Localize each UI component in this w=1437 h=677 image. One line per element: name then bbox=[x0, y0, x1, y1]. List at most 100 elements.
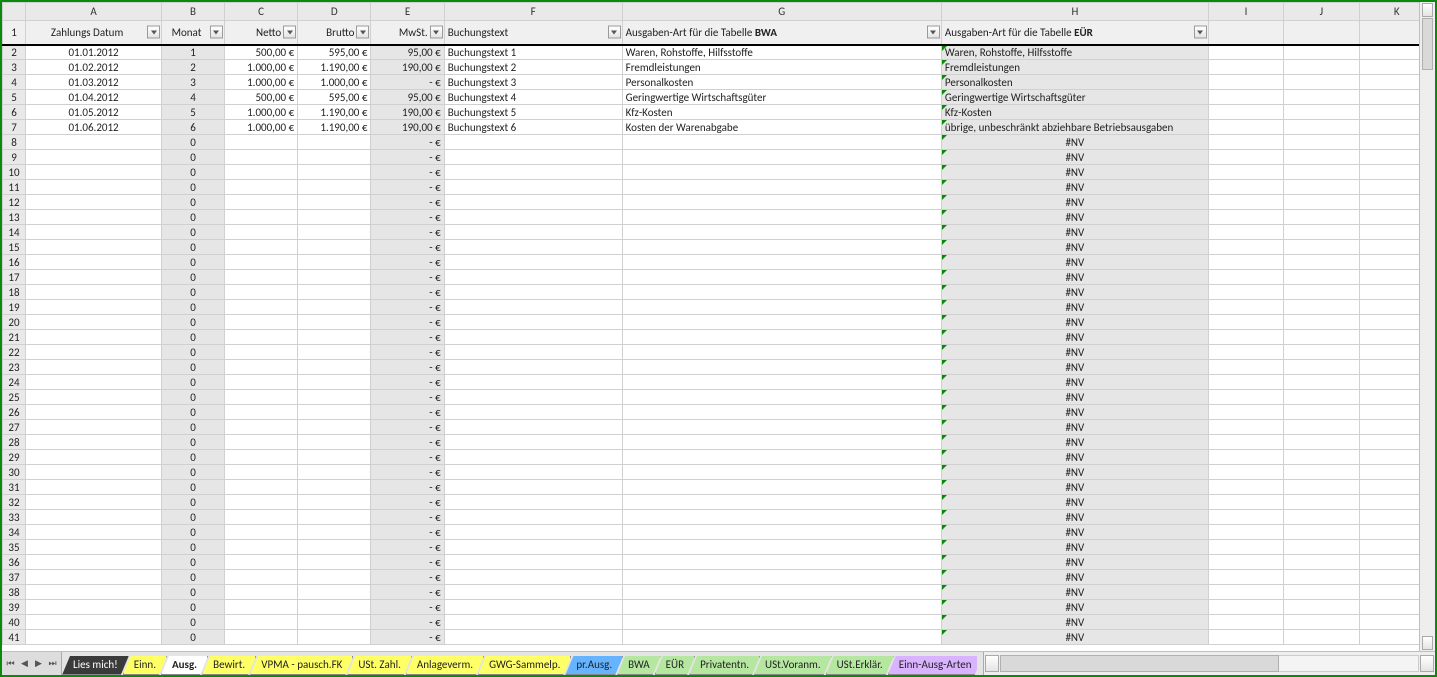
cell-E40[interactable]: - € bbox=[371, 615, 444, 630]
cell-E22[interactable]: - € bbox=[371, 345, 444, 360]
sheet-tab[interactable]: pr.Ausg. bbox=[565, 656, 623, 675]
cell-F13[interactable] bbox=[444, 210, 622, 225]
sheet-tab[interactable]: Einn-Ausg-Arten bbox=[888, 656, 977, 675]
tab-prev-icon[interactable]: ◀ bbox=[18, 657, 31, 670]
cell-A34[interactable] bbox=[26, 525, 162, 540]
cell-H9[interactable]: #NV bbox=[941, 150, 1208, 165]
row-header[interactable]: 38 bbox=[3, 585, 26, 600]
cell-C38[interactable] bbox=[224, 585, 297, 600]
cell-J35[interactable] bbox=[1284, 540, 1359, 555]
cell-D34[interactable] bbox=[298, 525, 371, 540]
cell-D15[interactable] bbox=[298, 240, 371, 255]
filter-button-C[interactable] bbox=[283, 26, 296, 39]
row-header[interactable]: 6 bbox=[3, 105, 26, 120]
cell-H18[interactable]: #NV bbox=[941, 285, 1208, 300]
sheet-tab[interactable]: USt. Zahl. bbox=[347, 656, 412, 675]
cell-C41[interactable] bbox=[224, 630, 297, 645]
filter-button-H[interactable] bbox=[1194, 26, 1207, 39]
cell-E39[interactable]: - € bbox=[371, 600, 444, 615]
cell-I22[interactable] bbox=[1208, 345, 1283, 360]
cell-E38[interactable]: - € bbox=[371, 585, 444, 600]
row-header[interactable]: 32 bbox=[3, 495, 26, 510]
cell-A41[interactable] bbox=[26, 630, 162, 645]
cell-G40[interactable] bbox=[622, 615, 941, 630]
cell-B18[interactable]: 0 bbox=[162, 285, 225, 300]
cell-B16[interactable]: 0 bbox=[162, 255, 225, 270]
cell-F27[interactable] bbox=[444, 420, 622, 435]
row-header[interactable]: 35 bbox=[3, 540, 26, 555]
row-header[interactable]: 33 bbox=[3, 510, 26, 525]
cell-F22[interactable] bbox=[444, 345, 622, 360]
cell-G12[interactable] bbox=[622, 195, 941, 210]
cell-I13[interactable] bbox=[1208, 210, 1283, 225]
col-header-J[interactable]: J bbox=[1284, 3, 1359, 21]
cell-J23[interactable] bbox=[1284, 360, 1359, 375]
cell-J8[interactable] bbox=[1284, 135, 1359, 150]
cell-G33[interactable] bbox=[622, 510, 941, 525]
cell-H25[interactable]: #NV bbox=[941, 390, 1208, 405]
cell-J17[interactable] bbox=[1284, 270, 1359, 285]
cell-C34[interactable] bbox=[224, 525, 297, 540]
cell-G30[interactable] bbox=[622, 465, 941, 480]
cell-C27[interactable] bbox=[224, 420, 297, 435]
cell-I30[interactable] bbox=[1208, 465, 1283, 480]
cell-A15[interactable] bbox=[26, 240, 162, 255]
sheet-tab[interactable]: BWA bbox=[617, 656, 661, 675]
cell-C33[interactable] bbox=[224, 510, 297, 525]
cell-E31[interactable]: - € bbox=[371, 480, 444, 495]
header-cell-F[interactable]: Buchungstext bbox=[444, 21, 622, 45]
cell-H5[interactable]: Geringwertige Wirtschaftsgüter bbox=[941, 90, 1208, 105]
cell-B24[interactable]: 0 bbox=[162, 375, 225, 390]
cell-D7[interactable]: 1.190,00 € bbox=[298, 120, 371, 135]
cell-E6[interactable]: 190,00 € bbox=[371, 105, 444, 120]
header-cell-A[interactable]: Zahlungs Datum bbox=[26, 21, 162, 45]
sheet-tab[interactable]: USt.Voranm. bbox=[754, 656, 832, 675]
col-header-E[interactable]: E bbox=[371, 3, 444, 21]
cell-B10[interactable]: 0 bbox=[162, 165, 225, 180]
scroll-left-button[interactable] bbox=[985, 655, 999, 672]
cell-B32[interactable]: 0 bbox=[162, 495, 225, 510]
cell-D14[interactable] bbox=[298, 225, 371, 240]
cell-J40[interactable] bbox=[1284, 615, 1359, 630]
cell-A37[interactable] bbox=[26, 570, 162, 585]
cell-F39[interactable] bbox=[444, 600, 622, 615]
cell-I4[interactable] bbox=[1208, 75, 1283, 90]
cell-E36[interactable]: - € bbox=[371, 555, 444, 570]
row-header[interactable]: 25 bbox=[3, 390, 26, 405]
cell-I37[interactable] bbox=[1208, 570, 1283, 585]
cell-H35[interactable]: #NV bbox=[941, 540, 1208, 555]
cell-H13[interactable]: #NV bbox=[941, 210, 1208, 225]
cell-B35[interactable]: 0 bbox=[162, 540, 225, 555]
cell-E37[interactable]: - € bbox=[371, 570, 444, 585]
cell-H33[interactable]: #NV bbox=[941, 510, 1208, 525]
tab-next-icon[interactable]: ▶ bbox=[32, 657, 45, 670]
cell-C7[interactable]: 1.000,00 € bbox=[224, 120, 297, 135]
row-header[interactable]: 8 bbox=[3, 135, 26, 150]
cell-D19[interactable] bbox=[298, 300, 371, 315]
row-header[interactable]: 20 bbox=[3, 315, 26, 330]
cell-D2[interactable]: 595,00 € bbox=[298, 45, 371, 60]
row-header[interactable]: 17 bbox=[3, 270, 26, 285]
cell-C15[interactable] bbox=[224, 240, 297, 255]
cell-F41[interactable] bbox=[444, 630, 622, 645]
cell-I38[interactable] bbox=[1208, 585, 1283, 600]
cell-D5[interactable]: 595,00 € bbox=[298, 90, 371, 105]
row-header[interactable]: 5 bbox=[3, 90, 26, 105]
cell-B31[interactable]: 0 bbox=[162, 480, 225, 495]
cell-F24[interactable] bbox=[444, 375, 622, 390]
sheet-tab[interactable]: Lies mich! bbox=[62, 656, 129, 675]
cell-I19[interactable] bbox=[1208, 300, 1283, 315]
cell-C40[interactable] bbox=[224, 615, 297, 630]
cell-B39[interactable]: 0 bbox=[162, 600, 225, 615]
cell-B3[interactable]: 2 bbox=[162, 60, 225, 75]
cell-B17[interactable]: 0 bbox=[162, 270, 225, 285]
row-header[interactable]: 26 bbox=[3, 405, 26, 420]
cell-F21[interactable] bbox=[444, 330, 622, 345]
cell-J24[interactable] bbox=[1284, 375, 1359, 390]
cell-E32[interactable]: - € bbox=[371, 495, 444, 510]
cell-H30[interactable]: #NV bbox=[941, 465, 1208, 480]
row-header[interactable]: 4 bbox=[3, 75, 26, 90]
cell-F38[interactable] bbox=[444, 585, 622, 600]
cell-A13[interactable] bbox=[26, 210, 162, 225]
row-header[interactable]: 31 bbox=[3, 480, 26, 495]
